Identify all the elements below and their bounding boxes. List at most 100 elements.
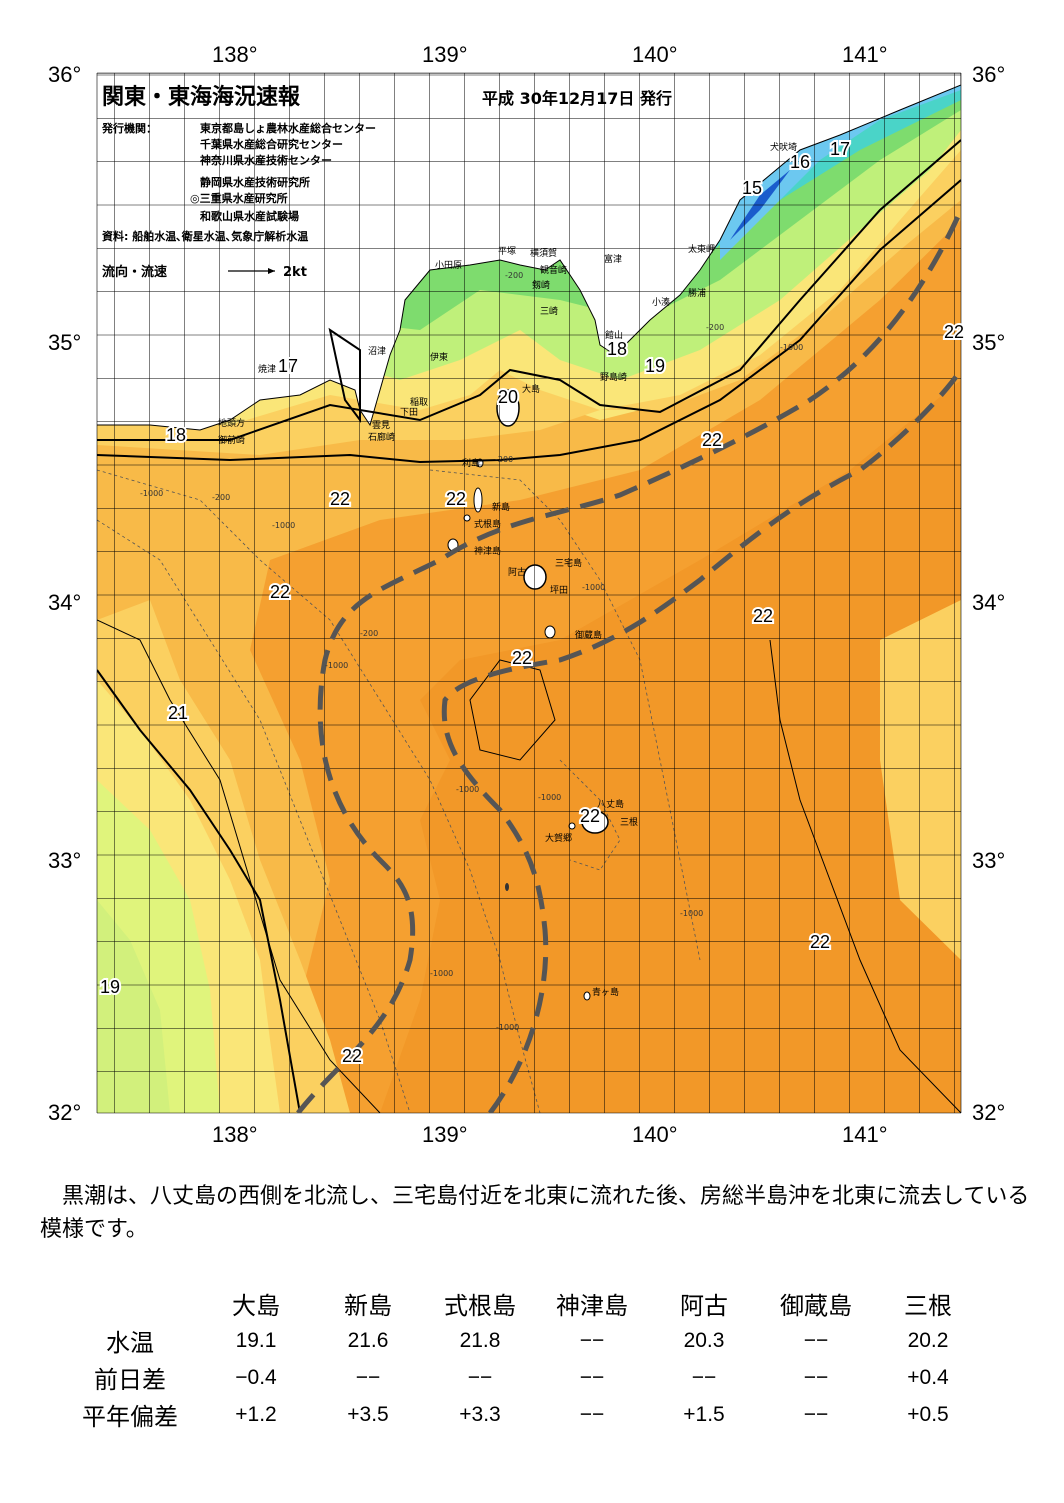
depth-label: -1000	[140, 489, 163, 498]
lat-label: 34°	[972, 590, 1005, 615]
place-name: 大島	[522, 383, 540, 395]
lat-label: 35°	[972, 330, 1005, 355]
lon-label: 140°	[632, 42, 678, 67]
isotherm-label: 18	[166, 425, 186, 445]
place-name: 犬吠埼	[770, 141, 797, 153]
isotherm-label: 22	[446, 489, 466, 509]
lon-label: 138°	[212, 42, 258, 67]
depth-label: -1000	[272, 521, 295, 530]
publisher-label: 発行機関：	[101, 121, 157, 135]
place-names: 犬吠埼 太東岬 勝浦 小湊 富津 横須賀 平塚 観音崎 剱崎 三崎 小田原 沼津…	[218, 141, 797, 998]
depth-label: -1000	[780, 343, 803, 352]
lat-label: 33°	[972, 848, 1005, 873]
isotherm-label: 16	[790, 152, 810, 172]
place-name: 富津	[604, 253, 622, 265]
data-source: 資料: 船舶水温､衛星水温､気象庁解析水温	[102, 229, 308, 243]
isotherms	[97, 139, 961, 1113]
place-name: 沼津	[368, 346, 386, 357]
isotherm-label: 17	[830, 139, 850, 159]
isotherm-label: 22	[810, 932, 830, 952]
place-name: 三宅島	[555, 557, 582, 569]
place-name: 焼津	[258, 364, 276, 375]
lon-labels-top: 138° 139° 140° 141°	[212, 42, 888, 67]
depth-label: -200	[495, 455, 513, 464]
kuroshio-axis-inner	[296, 208, 961, 1113]
table-cell: +1.5	[683, 1402, 725, 1426]
place-name: 石廊崎	[368, 431, 395, 443]
place-name: 雲見	[372, 420, 390, 431]
place-name: 大賀郷	[545, 832, 572, 844]
place-name: 利島	[462, 457, 480, 469]
lat-labels-left: 36° 35° 34° 33° 32°	[48, 62, 81, 1125]
lon-labels-bottom: 138° 139° 140° 141°	[212, 1122, 888, 1147]
kuroshio-axis	[296, 208, 961, 1113]
temperature-fill	[97, 73, 961, 1113]
isotherm-label: 18	[607, 339, 627, 359]
table-cell: 21.6	[347, 1328, 389, 1352]
lat-label: 36°	[972, 62, 1005, 87]
place-name: 青ヶ島	[592, 986, 619, 998]
place-name: 三根	[620, 816, 638, 828]
place-name: 太東岬	[688, 243, 715, 255]
table-header-row: 大島 新島 式根島 神津島 阿古 御蔵島 三根	[60, 1285, 984, 1322]
isotherm-label: 19	[100, 977, 120, 997]
row-label: 前日差	[94, 1366, 166, 1394]
station-header: 阿古	[680, 1292, 728, 1320]
table-cell: −−	[803, 1402, 829, 1426]
publisher: 和歌山県水産試験場	[200, 209, 299, 223]
situation-description: 黒潮は、八丈島の西側を北流し、三宅島付近を北東に流れた後、房総半島沖を北東に流去…	[40, 1184, 1030, 1242]
table-row: 水温 19.1 21.6 21.8 −− 20.3 −− 20.2	[60, 1322, 984, 1359]
table-corner	[60, 1285, 200, 1322]
isotherm-label: 22	[330, 489, 350, 509]
place-name: 下田	[400, 407, 418, 418]
place-name: 新島	[492, 501, 510, 513]
depth-label: -200	[706, 323, 724, 332]
lat-label: 36°	[48, 62, 81, 87]
publisher: 静岡県水産技術研究所	[200, 175, 310, 189]
place-name: 式根島	[474, 518, 501, 530]
depth-label: -200	[212, 493, 230, 502]
isotherm-labels: 15 16 17 17 18 18 19 19 20 21 22 22 22 2…	[98, 137, 966, 1068]
place-name: 八丈島	[597, 798, 624, 810]
place-name: 横須賀	[530, 247, 557, 259]
station-header: 御蔵島	[780, 1292, 852, 1320]
place-name: 三崎	[540, 305, 558, 317]
place-name: 神津島	[474, 545, 501, 557]
publisher-list: 東京都島しょ農林水産総合センター 千葉県水産総合研究センター 神奈川県水産技術セ…	[190, 121, 376, 223]
table-cell: 19.1	[235, 1328, 277, 1352]
table-cell: −−	[579, 1402, 605, 1426]
table-cell: −−	[579, 1328, 605, 1352]
lon-label: 141°	[842, 42, 888, 67]
lon-label: 141°	[842, 1122, 888, 1147]
place-name: 阿古	[508, 566, 526, 578]
depth-label: -1000	[325, 661, 348, 670]
map-title: 関東・東海海況速報	[102, 84, 301, 110]
observation-table: 大島 新島 式根島 神津島 阿古 御蔵島 三根 水温 19.1 21.6 21.…	[60, 1285, 984, 1433]
lat-labels-right: 36° 35° 34° 33° 32°	[972, 62, 1005, 1125]
place-name: 稲取	[410, 396, 428, 408]
depth-label: -1000	[496, 1023, 519, 1032]
row-label: 平年偏差	[82, 1403, 178, 1431]
place-name: 坪田	[550, 585, 568, 596]
issue-date: 平成 30年12月17日 発行	[482, 89, 672, 108]
flow-legend-label: 流向・流速	[102, 264, 167, 280]
depth-label: -1000	[680, 909, 703, 918]
place-name: 観音崎	[540, 264, 567, 276]
lon-label: 140°	[632, 1122, 678, 1147]
lat-label: 32°	[972, 1100, 1005, 1125]
isotherm-label: 15	[742, 178, 762, 198]
table-cell: +3.3	[459, 1402, 501, 1426]
sea-temperature-map: 138° 139° 140° 141° 138° 139° 140° 141° …	[48, 42, 1005, 1147]
depth-label: -1000	[538, 793, 561, 802]
place-name: 伊東	[430, 351, 448, 363]
station-header: 式根島	[444, 1292, 516, 1320]
flow-legend-speed: 2kt	[283, 265, 307, 280]
table-cell: 21.8	[459, 1328, 501, 1352]
depth-label: -1000	[456, 785, 479, 794]
place-name: 平塚	[498, 246, 516, 257]
place-name: 野島崎	[600, 371, 627, 383]
kuroshio-axis-outer	[441, 368, 961, 1113]
lat-label: 33°	[48, 848, 81, 873]
table-cell: +0.5	[907, 1402, 949, 1426]
row-label: 水温	[106, 1329, 154, 1357]
